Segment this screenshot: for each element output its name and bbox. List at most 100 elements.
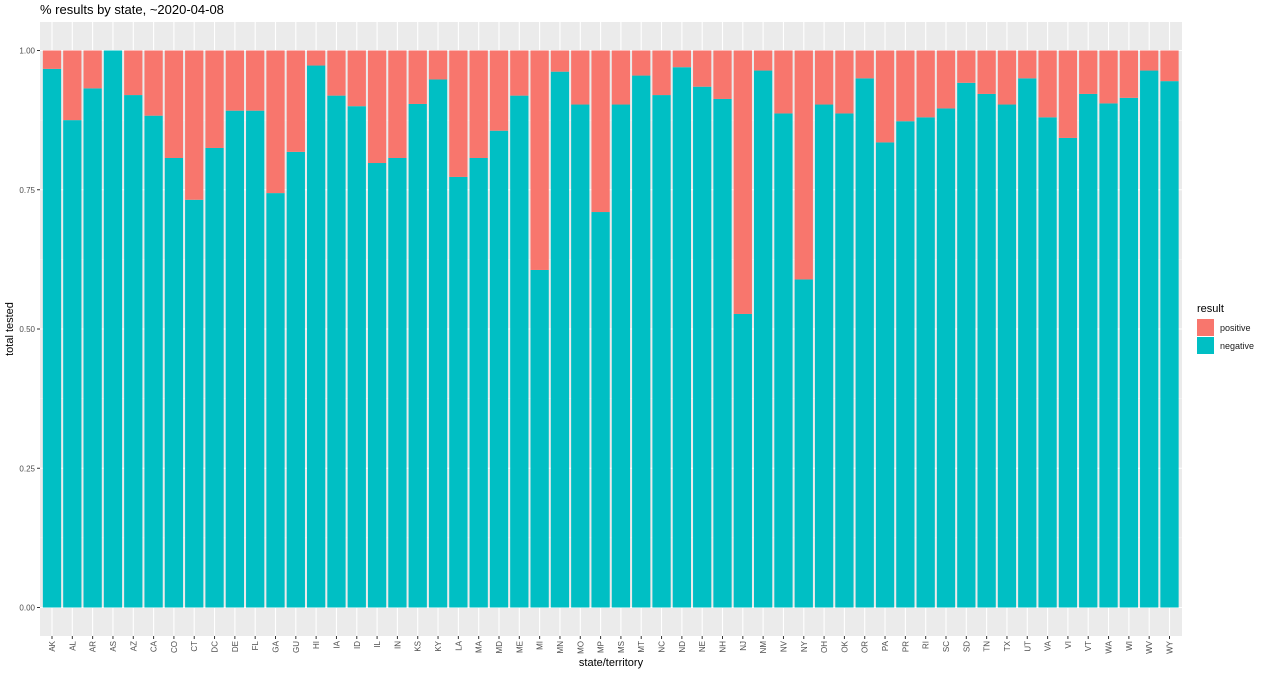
x-tick-label-MD: MD bbox=[495, 641, 504, 654]
legend-swatch-positive bbox=[1197, 319, 1214, 336]
bar-positive-GA bbox=[266, 50, 285, 194]
legend-label-negative: negative bbox=[1220, 340, 1255, 351]
x-tick-label-ID: ID bbox=[353, 641, 362, 649]
bar-negative-NH bbox=[713, 98, 732, 608]
bar-negative-VT bbox=[1079, 93, 1098, 608]
y-tick-label: 0.50 bbox=[19, 325, 35, 334]
chart-title: % results by state, ~2020-04-08 bbox=[40, 2, 224, 17]
bar-positive-PA bbox=[875, 50, 895, 143]
x-tick-label-VA: VA bbox=[1044, 640, 1053, 651]
bar-negative-AZ bbox=[124, 95, 143, 608]
bar-positive-NY bbox=[794, 50, 813, 280]
bar-positive-NV bbox=[774, 50, 793, 114]
bar-positive-NE bbox=[693, 50, 712, 87]
bar-negative-MD bbox=[489, 130, 509, 608]
bar-negative-IL bbox=[367, 163, 387, 608]
y-axis-title: total tested bbox=[4, 302, 16, 356]
bar-negative-OH bbox=[814, 104, 834, 608]
x-tick-label-KS: KS bbox=[414, 641, 423, 652]
x-tick-label-NM: NM bbox=[759, 641, 768, 654]
bar-negative-MI bbox=[530, 269, 549, 608]
bar-positive-SD bbox=[957, 50, 976, 83]
bar-negative-MN bbox=[550, 71, 570, 608]
bar-negative-OK bbox=[835, 113, 854, 608]
x-tick-label-IL: IL bbox=[373, 640, 382, 647]
bar-negative-WI bbox=[1119, 97, 1139, 608]
bar-negative-SC bbox=[936, 108, 956, 608]
x-tick-label-MN: MN bbox=[556, 641, 565, 654]
bar-negative-LA bbox=[449, 176, 468, 608]
x-tick-label-ME: ME bbox=[515, 641, 524, 653]
x-tick-label-IN: IN bbox=[393, 641, 402, 649]
bar-negative-NV bbox=[774, 113, 793, 608]
bar-positive-ND bbox=[672, 50, 692, 68]
bar-positive-OR bbox=[855, 50, 874, 79]
bar-positive-HI bbox=[306, 50, 326, 66]
x-tick-label-MT: MT bbox=[637, 641, 646, 653]
x-tick-label-PA: PA bbox=[881, 640, 890, 651]
bar-positive-CA bbox=[144, 50, 163, 116]
bar-negative-MS bbox=[611, 104, 631, 608]
bar-negative-ME bbox=[510, 95, 529, 608]
x-tick-label-NC: NC bbox=[658, 641, 667, 653]
x-tick-label-CT: CT bbox=[190, 641, 199, 652]
bar-negative-HI bbox=[306, 65, 326, 608]
x-tick-label-DE: DE bbox=[231, 641, 240, 652]
bar-positive-LA bbox=[449, 50, 468, 177]
legend: result positive negative bbox=[1197, 303, 1254, 355]
bar-positive-TX bbox=[997, 50, 1017, 105]
bar-negative-NY bbox=[794, 279, 813, 608]
bar-positive-MP bbox=[591, 50, 610, 213]
x-tick-label-WI: WI bbox=[1125, 641, 1134, 651]
bar-positive-NJ bbox=[733, 50, 752, 314]
bar-negative-KS bbox=[408, 103, 427, 608]
bar-negative-OR bbox=[855, 78, 874, 608]
legend-item-positive: positive bbox=[1197, 319, 1254, 336]
bar-positive-OH bbox=[814, 50, 834, 105]
bar-positive-VI bbox=[1058, 50, 1078, 138]
bar-positive-CT bbox=[185, 50, 204, 200]
x-tick-label-ND: ND bbox=[678, 641, 687, 653]
x-tick-label-NV: NV bbox=[779, 640, 788, 652]
bar-positive-MD bbox=[489, 50, 509, 131]
x-tick-label-MO: MO bbox=[576, 641, 585, 654]
bar-negative-CA bbox=[144, 115, 163, 608]
y-tick-label: 0.75 bbox=[19, 186, 35, 195]
bar-positive-VT bbox=[1079, 50, 1098, 94]
bar-negative-CT bbox=[185, 199, 204, 608]
x-tick-label-AZ: AZ bbox=[129, 641, 138, 651]
bar-positive-IA bbox=[327, 50, 346, 96]
bar-positive-NH bbox=[713, 50, 732, 99]
bar-positive-KS bbox=[408, 50, 427, 104]
bar-negative-WA bbox=[1099, 103, 1118, 608]
x-tick-label-OR: OR bbox=[861, 641, 870, 653]
bar-positive-RI bbox=[916, 50, 935, 118]
bar-negative-VI bbox=[1058, 137, 1078, 608]
bar-negative-AK bbox=[42, 68, 62, 608]
x-axis-title: state/territory bbox=[579, 657, 644, 669]
bar-positive-WV bbox=[1140, 50, 1159, 71]
bar-negative-FL bbox=[246, 110, 265, 608]
bar-positive-WA bbox=[1099, 50, 1118, 104]
bar-positive-CO bbox=[164, 50, 184, 159]
x-tick-label-WV: WV bbox=[1145, 640, 1154, 654]
bar-negative-DE bbox=[225, 110, 245, 608]
bar-negative-ID bbox=[347, 106, 366, 608]
bar-positive-TN bbox=[977, 50, 996, 94]
x-tick-label-RI: RI bbox=[922, 641, 931, 649]
x-tick-label-VI: VI bbox=[1064, 641, 1073, 649]
bar-positive-MT bbox=[632, 50, 651, 76]
bar-negative-ND bbox=[672, 67, 692, 608]
bar-negative-IN bbox=[388, 158, 407, 608]
bar-negative-GU bbox=[286, 151, 305, 608]
bar-negative-AL bbox=[63, 120, 82, 608]
bar-positive-MO bbox=[571, 50, 590, 105]
x-tick-label-IA: IA bbox=[332, 640, 341, 648]
bar-negative-MO bbox=[571, 104, 590, 608]
bar-positive-VA bbox=[1038, 50, 1057, 118]
bar-negative-WY bbox=[1160, 81, 1179, 608]
bar-positive-AL bbox=[63, 50, 82, 121]
bar-negative-KY bbox=[428, 79, 448, 608]
x-tick-label-MS: MS bbox=[617, 641, 626, 653]
bar-positive-ID bbox=[347, 50, 366, 107]
